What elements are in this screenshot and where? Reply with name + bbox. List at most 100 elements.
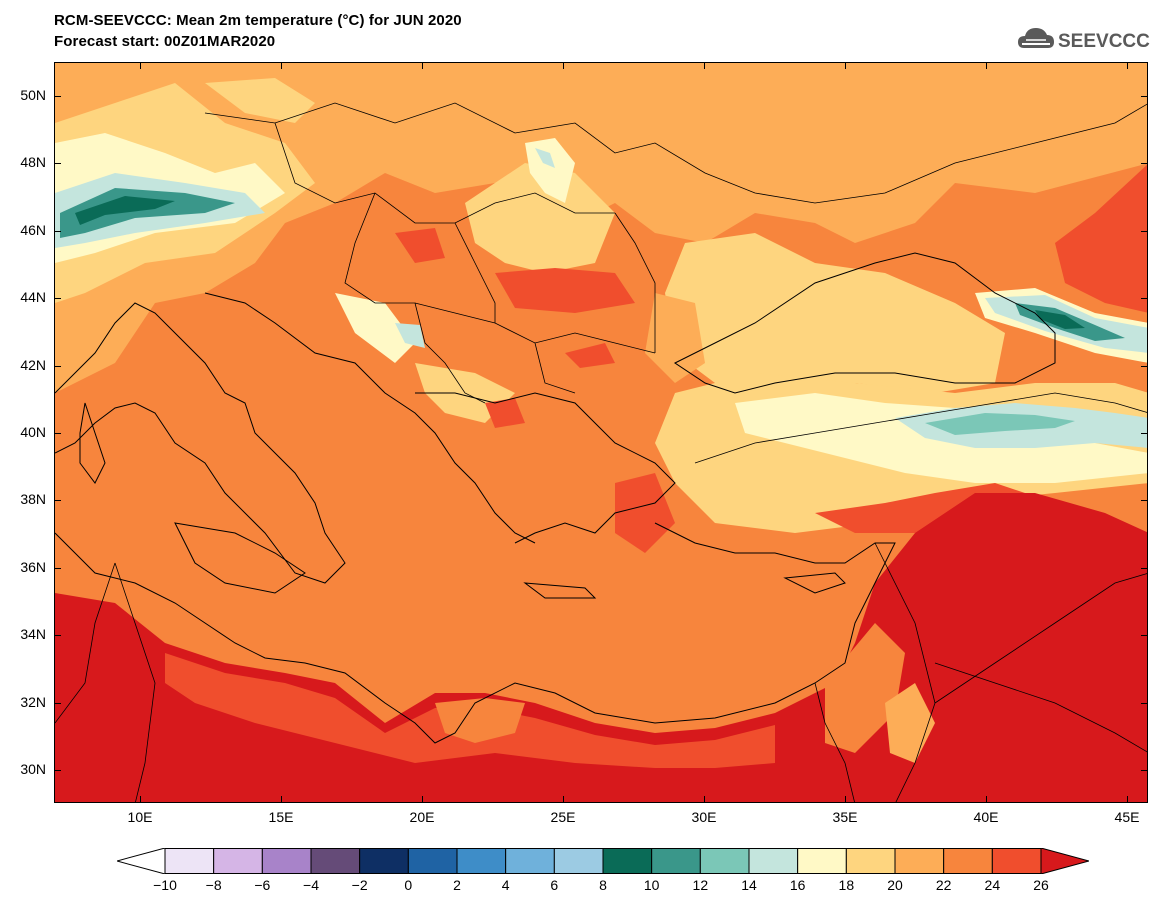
latitude-tick [54, 433, 61, 434]
cloud-icon: SEEVCCC [1018, 28, 1150, 52]
field-20-22-black-sea-west [645, 293, 705, 383]
latitude-tick [54, 230, 61, 232]
longitude-tick [704, 62, 705, 69]
field-8-10-caucasus [1035, 310, 1085, 329]
longitude-label: 10E [127, 809, 153, 825]
latitude-tick [1141, 365, 1148, 367]
latitude-label: 50N [20, 87, 46, 103]
colorbar-segment [845, 848, 896, 874]
colorbar-label: −8 [205, 877, 222, 893]
colorbar-segment [748, 848, 799, 874]
latitude-tick [54, 567, 61, 569]
latitude-label: 34N [20, 626, 46, 643]
latitude-label: 46N [20, 221, 46, 238]
latitude-tick [54, 365, 61, 367]
longitude-tick [986, 62, 987, 69]
longitude-tick [704, 796, 705, 803]
colorbar-segment [310, 848, 361, 874]
field-24-26-romania [495, 268, 635, 313]
longitude-tick [845, 796, 846, 803]
longitude-label: 30E [691, 809, 717, 825]
longitude-label: 15E [268, 809, 294, 825]
colorbar-segment [456, 848, 507, 874]
logo-text: SEEVCCC [1058, 31, 1150, 52]
longitude-label: 40E [973, 809, 999, 825]
longitude-tick [281, 62, 282, 69]
latitude-tick [54, 96, 61, 97]
longitude-tick [140, 796, 141, 803]
colorbar-label: −6 [254, 877, 271, 893]
latitude-label: 38N [20, 491, 46, 508]
colorbar-label: −10 [153, 877, 177, 893]
map-title: RCM-SEEVCCC: Mean 2m temperature (°C) fo… [54, 12, 462, 29]
field-10-12-alps [60, 188, 235, 238]
colorbar-label: 2 [453, 877, 461, 893]
colorbar-segment [164, 848, 215, 874]
field-14-16-dinarides [395, 323, 425, 348]
field-12-14-anatolia [925, 413, 1075, 435]
colorbar-segment [699, 848, 750, 874]
longitude-tick [422, 796, 423, 803]
colorbar-segment [991, 848, 1042, 874]
field-24-26-bulgaria [565, 343, 615, 368]
colorbar-segment [407, 848, 458, 874]
longitude-tick [281, 796, 282, 803]
colorbar-segment [553, 848, 604, 874]
field-22-24-egypt [435, 698, 525, 743]
latitude-tick [1141, 96, 1148, 97]
latitude-tick [54, 770, 61, 771]
longitude-tick [1127, 796, 1128, 803]
colorbar-label: 18 [838, 877, 855, 893]
colorbar-label: 0 [404, 877, 413, 893]
colorbar-low-arrow [117, 848, 166, 874]
colorbar-label: 14 [741, 877, 757, 893]
colorbar-label: 6 [550, 877, 559, 893]
field-24-26-greece [485, 398, 525, 428]
longitude-label: 45E [1114, 809, 1140, 825]
field-8-10-alps [75, 196, 175, 225]
field-18-20-carpathians [465, 163, 615, 273]
latitude-tick [1141, 567, 1148, 569]
field-20-22-jordan [885, 683, 935, 763]
latitude-tick [1141, 163, 1148, 165]
colorbar-label: −2 [351, 877, 368, 893]
colorbar-label: 24 [984, 877, 1001, 893]
field-20-22-north [55, 63, 1147, 393]
colorbar-label: 20 [887, 877, 903, 893]
colorbar-label: 26 [1033, 877, 1049, 893]
longitude-tick [986, 796, 987, 803]
temperature-map [54, 62, 1148, 803]
latitude-label: 44N [20, 289, 46, 306]
colorbar-label: 22 [935, 877, 952, 893]
latitude-tick [1141, 635, 1148, 637]
latitude-tick [1141, 298, 1148, 300]
longitude-tick [422, 62, 423, 69]
longitude-label: 20E [409, 809, 435, 825]
latitude-tick [1141, 702, 1148, 704]
longitude-tick [1127, 62, 1128, 69]
field-24-26-hungary [395, 228, 445, 263]
latitude-tick [54, 702, 61, 704]
latitude-tick [1141, 433, 1148, 434]
seevccc-logo: SEEVCCC [1016, 22, 1156, 56]
latitude-label: 32N [20, 693, 46, 710]
colorbar-label: 16 [789, 877, 806, 893]
longitude-tick [140, 62, 141, 69]
colorbar-segment [651, 848, 701, 874]
latitude-label: 30N [20, 761, 46, 777]
field-16-18-carpathians [525, 138, 575, 203]
colorbar-segment [943, 848, 993, 874]
latitude-label: 48N [20, 154, 46, 171]
longitude-tick [845, 62, 846, 69]
field-24-26-anatolia-south [615, 473, 675, 553]
colorbar-label: 12 [692, 877, 709, 893]
field-18-20-north-top [205, 78, 315, 123]
field-24-26-east-north [1055, 164, 1147, 313]
colorbar-segment [602, 848, 653, 874]
colorbar-segment [213, 848, 263, 874]
country-borders [55, 102, 1147, 802]
colorbar-segment [359, 848, 409, 874]
forecast-start-label: Forecast start: 00Z01MAR2020 [54, 33, 276, 50]
colorbar [117, 848, 1089, 874]
colorbar-segment [505, 848, 555, 874]
